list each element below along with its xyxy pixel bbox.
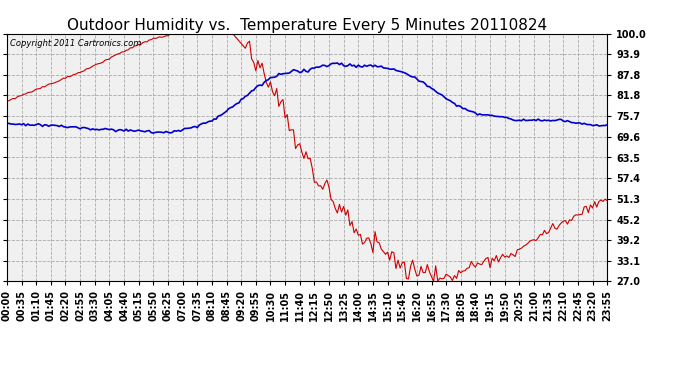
Title: Outdoor Humidity vs.  Temperature Every 5 Minutes 20110824: Outdoor Humidity vs. Temperature Every 5… — [67, 18, 547, 33]
Text: Copyright 2011 Cartronics.com: Copyright 2011 Cartronics.com — [10, 39, 141, 48]
